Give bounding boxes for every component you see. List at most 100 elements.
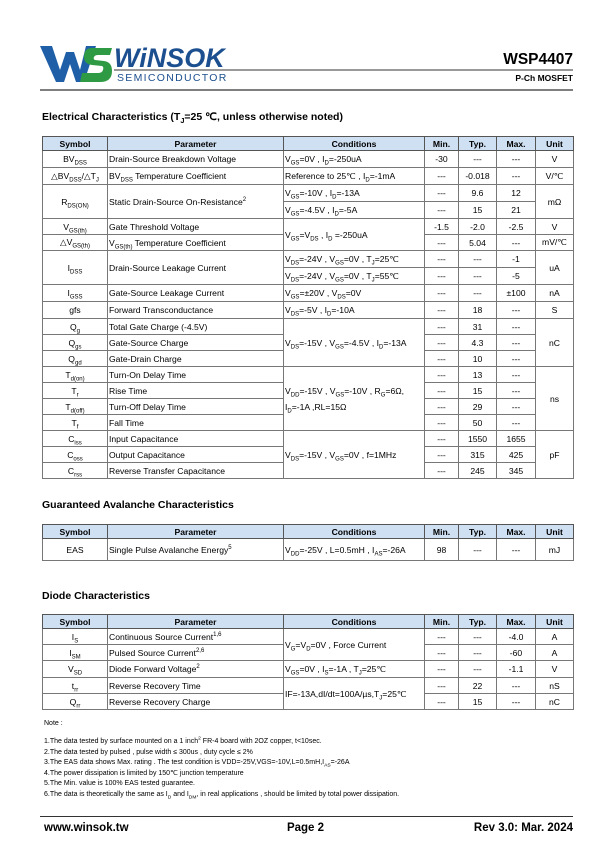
table-cell: Tf: [42, 414, 108, 431]
table-cell: ---: [424, 628, 459, 645]
subscript: GSS: [69, 294, 83, 301]
table-cell: Pulsed Source Current2,6: [107, 644, 284, 661]
text-run: =25℃: [374, 254, 399, 264]
section-title: Electrical Characteristics (TJ=25 ℃, unl…: [42, 111, 343, 126]
table-cell: Qgd: [42, 350, 108, 367]
table-cell: VGS(th) Temperature Coefficient: [107, 234, 284, 251]
table-cell: ---: [424, 462, 459, 479]
text-run: C: [67, 465, 75, 476]
text-run: =6Ω, I: [285, 385, 405, 412]
subscript: J: [358, 670, 362, 677]
table-cell: 98: [424, 538, 459, 561]
table-cell: nC: [535, 318, 574, 367]
text-run: =±20V , V: [299, 288, 338, 298]
table-cell: 29: [458, 398, 497, 415]
text-run: =-26A: [330, 759, 350, 767]
table-cell: 13: [458, 366, 497, 383]
logo-sub: SEMICONDUCTOR: [117, 72, 228, 84]
text-run: =0V , T: [343, 254, 372, 264]
table-row: Tr Rise Time --- 15 ---: [42, 382, 574, 399]
text-run: =-13A: [383, 337, 407, 348]
table-cell: ---: [424, 382, 459, 399]
text-run: =55℃: [374, 271, 399, 281]
subscript: DS: [290, 260, 300, 267]
table-cell: ---: [424, 446, 459, 463]
table-cell: 31: [458, 318, 497, 335]
subscript: rss: [74, 472, 83, 479]
text-run: Single Pulse Avalanche Energy: [109, 544, 229, 555]
table-cell: 345: [496, 462, 536, 479]
subscript: DS: [290, 311, 300, 318]
column-header: Parameter: [107, 136, 284, 151]
text-run: =V: [295, 639, 307, 650]
table-cell: Gate-Drain Charge: [107, 350, 284, 367]
table-cell: Continuous Source Current1,6: [107, 628, 284, 645]
subscript: SD: [73, 670, 83, 677]
table-cell: mV/℃: [535, 234, 574, 251]
text-run: 6.The data is theoretically the same as …: [44, 790, 168, 798]
table-cell: Qg: [42, 318, 108, 335]
table-cell: -1.1: [496, 660, 536, 678]
subscript: D: [334, 211, 339, 218]
table-cell: 1550: [458, 430, 497, 447]
table-cell: EAS: [42, 538, 108, 561]
table-cell: 15: [458, 382, 497, 399]
column-header: Typ.: [458, 136, 497, 151]
subscript: DS: [290, 456, 300, 463]
table-cell: 21: [496, 201, 536, 219]
table-cell: VGS=VDS , ID =-250uA: [283, 218, 425, 251]
text-run: Q: [68, 353, 75, 364]
table-cell: ---: [458, 628, 497, 645]
text-run: V: [285, 229, 291, 240]
subscript: SM: [71, 654, 81, 661]
table-cell: ---: [496, 318, 536, 335]
table-cell: ---: [496, 301, 536, 319]
text-run: Diode Forward Voltage: [109, 664, 197, 674]
table-cell: ---: [496, 366, 536, 383]
note-item: 4.The power dissipation is limited by 15…: [44, 769, 244, 777]
table-cell: IDSS: [42, 250, 108, 285]
table-row: VSD Diode Forward Voltage2 VGS=0V , IS=-1A…: [42, 660, 574, 678]
text-run: =0V , I: [299, 154, 325, 164]
table-cell: -30: [424, 150, 459, 168]
subscript: GS: [335, 260, 344, 267]
text-run: Q: [69, 696, 77, 707]
table-row: Coss Output Capacitance --- 315 425: [42, 446, 574, 463]
table-cell: ---: [458, 250, 497, 268]
table-cell: Drain-Source Breakdown Voltage: [107, 150, 284, 168]
table-cell: ---: [424, 350, 459, 367]
text-run: =0V , T: [343, 271, 372, 281]
text-run: Temperature Coefficient: [132, 171, 227, 181]
subscript: iss: [74, 440, 82, 447]
subscript: J: [180, 116, 185, 126]
column-header: Unit: [535, 614, 574, 629]
text-run: V: [63, 221, 69, 232]
text-run: V: [285, 254, 291, 264]
table-cell: ---: [496, 538, 536, 561]
table-cell: uA: [535, 250, 574, 285]
table-cell: 22: [458, 677, 497, 694]
table-cell: Single Pulse Avalanche Energy5: [107, 538, 284, 561]
table-cell: ---: [424, 301, 459, 319]
table-cell: 50: [458, 414, 497, 431]
subscript: AS: [324, 763, 331, 769]
table-cell: ISM: [42, 644, 108, 661]
text-run: V: [285, 271, 291, 281]
text-run: =-5V , I: [299, 305, 328, 315]
column-header: Max.: [496, 614, 536, 629]
text-run: T: [65, 369, 71, 380]
table-row: RDS(ON) Static Drain-Source On-Resistance…: [42, 184, 574, 219]
column-header: Max.: [496, 524, 536, 539]
table-cell: Gate-Source Leakage Current: [107, 284, 284, 302]
table-row: BVDSS Drain-Source Breakdown Voltage VGS=0…: [42, 150, 574, 168]
text-run: Reference to 25℃ , I: [285, 171, 366, 181]
table-cell: 15: [458, 201, 497, 219]
column-header: Min.: [424, 524, 459, 539]
table-cell: ---: [424, 398, 459, 415]
table-cell: V: [535, 660, 574, 678]
table-cell: △BVDSS/△TJ: [42, 167, 108, 185]
subscript: DD: [290, 551, 300, 558]
superscript: 2: [198, 736, 201, 742]
text-run: =-1A , T: [328, 664, 359, 674]
text-run: =-15V , V: [299, 449, 336, 460]
